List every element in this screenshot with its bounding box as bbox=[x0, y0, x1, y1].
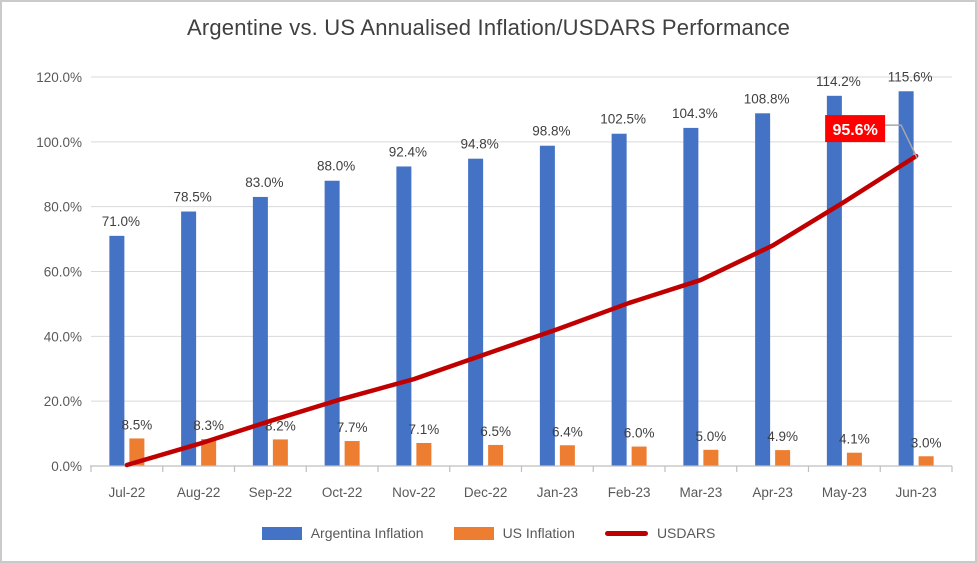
chart-title: Argentine vs. US Annualised Inflation/US… bbox=[186, 15, 791, 40]
bar-argentina-inflation bbox=[396, 166, 412, 466]
bar-label-argentina-inflation: 83.0% bbox=[245, 175, 283, 190]
legend-label-usdars: USDARS bbox=[656, 525, 716, 541]
x-tick-label: Oct-22 bbox=[322, 485, 363, 500]
bar-us-inflation bbox=[488, 444, 504, 466]
bar-label-us-inflation: 8.5% bbox=[121, 417, 152, 432]
bar-label-us-inflation: 7.7% bbox=[337, 420, 368, 435]
x-tick-label: Jan-23 bbox=[537, 485, 578, 500]
bar-label-argentina-inflation: 108.8% bbox=[744, 91, 790, 106]
bar-argentina-inflation bbox=[683, 127, 699, 466]
bar-us-inflation bbox=[201, 439, 217, 466]
y-tick-label: 80.0% bbox=[44, 200, 82, 215]
bar-label-us-inflation: 6.5% bbox=[480, 424, 511, 439]
callout-text: 95.6% bbox=[832, 122, 877, 139]
legend-swatch-usdars bbox=[604, 530, 648, 536]
bar-argentina-inflation bbox=[539, 145, 555, 466]
bar-label-argentina-inflation: 92.4% bbox=[389, 144, 427, 159]
legend-item-usdars: USDARS bbox=[604, 525, 716, 541]
bar-us-inflation bbox=[416, 442, 432, 466]
bar-label-us-inflation: 8.3% bbox=[193, 418, 224, 433]
y-tick-label: 20.0% bbox=[44, 394, 82, 409]
x-tick-label: Mar-23 bbox=[679, 485, 722, 500]
bar-argentina-inflation bbox=[252, 196, 268, 467]
legend-label-us-inflation: US Inflation bbox=[502, 525, 575, 541]
y-tick-label: 0.0% bbox=[51, 459, 82, 474]
x-tick-label: Jul-22 bbox=[108, 485, 145, 500]
x-tick-label: Dec-22 bbox=[464, 485, 508, 500]
bar-label-us-inflation: 4.1% bbox=[839, 432, 870, 447]
bar-label-argentina-inflation: 114.2% bbox=[816, 74, 861, 89]
bar-us-inflation bbox=[703, 449, 719, 466]
bar-argentina-inflation bbox=[826, 95, 842, 466]
bar-us-inflation bbox=[344, 441, 360, 466]
legend-label-argentina-inflation: Argentina Inflation bbox=[310, 525, 424, 541]
bar-label-argentina-inflation: 71.0% bbox=[102, 214, 140, 229]
bar-label-us-inflation: 6.0% bbox=[624, 426, 655, 441]
bar-label-argentina-inflation: 98.8% bbox=[532, 124, 570, 139]
y-tick-label: 60.0% bbox=[44, 265, 82, 280]
bar-us-inflation bbox=[918, 456, 934, 466]
bar-label-argentina-inflation: 115.6% bbox=[888, 69, 933, 84]
bar-argentina-inflation bbox=[109, 235, 125, 466]
bar-argentina-inflation bbox=[898, 91, 914, 466]
callout-leader-line bbox=[885, 124, 918, 159]
x-tick-label: Apr-23 bbox=[752, 485, 793, 500]
legend-item-argentina-inflation: Argentina Inflation bbox=[261, 525, 424, 541]
bar-us-inflation bbox=[631, 446, 647, 466]
bar-label-us-inflation: 4.9% bbox=[767, 429, 798, 444]
x-tick-label: May-23 bbox=[822, 485, 867, 500]
legend-swatch-argentina-inflation bbox=[261, 526, 302, 540]
bar-label-us-inflation: 5.0% bbox=[695, 429, 726, 444]
bar-argentina-inflation bbox=[468, 158, 484, 466]
bar-us-inflation bbox=[846, 452, 862, 466]
bar-us-inflation bbox=[775, 450, 791, 466]
bar-label-us-inflation: 6.4% bbox=[552, 424, 583, 439]
x-tick-label: Aug-22 bbox=[177, 485, 221, 500]
legend-swatch-us-inflation bbox=[453, 526, 494, 540]
bar-us-inflation bbox=[559, 445, 575, 466]
bar-argentina-inflation bbox=[181, 211, 197, 466]
legend: Argentina Inflation US Inflation USDARS bbox=[2, 525, 975, 541]
usdars-line bbox=[124, 153, 919, 468]
legend-item-us-inflation: US Inflation bbox=[453, 525, 575, 541]
bar-argentina-inflation bbox=[755, 113, 771, 466]
bar-label-us-inflation: 7.1% bbox=[408, 422, 439, 437]
y-tick-label: 100.0% bbox=[36, 135, 82, 150]
x-tick-label: Nov-22 bbox=[392, 485, 436, 500]
callout-box bbox=[825, 115, 886, 143]
bar-label-argentina-inflation: 104.3% bbox=[672, 106, 718, 121]
x-tick-label: Sep-22 bbox=[249, 485, 293, 500]
x-tick-label: Jun-23 bbox=[895, 485, 936, 500]
bar-label-argentina-inflation: 102.5% bbox=[600, 112, 646, 127]
bar-label-argentina-inflation: 94.8% bbox=[460, 137, 498, 152]
bar-label-argentina-inflation: 88.0% bbox=[317, 159, 355, 174]
y-tick-label: 120.0% bbox=[36, 70, 82, 85]
bar-us-inflation bbox=[272, 439, 288, 466]
bar-label-us-inflation: 3.0% bbox=[911, 435, 942, 450]
x-tick-label: Feb-23 bbox=[608, 485, 651, 500]
bar-argentina-inflation bbox=[611, 133, 627, 466]
bar-argentina-inflation bbox=[324, 180, 340, 466]
y-tick-label: 40.0% bbox=[44, 329, 82, 344]
bar-label-argentina-inflation: 78.5% bbox=[173, 190, 211, 205]
